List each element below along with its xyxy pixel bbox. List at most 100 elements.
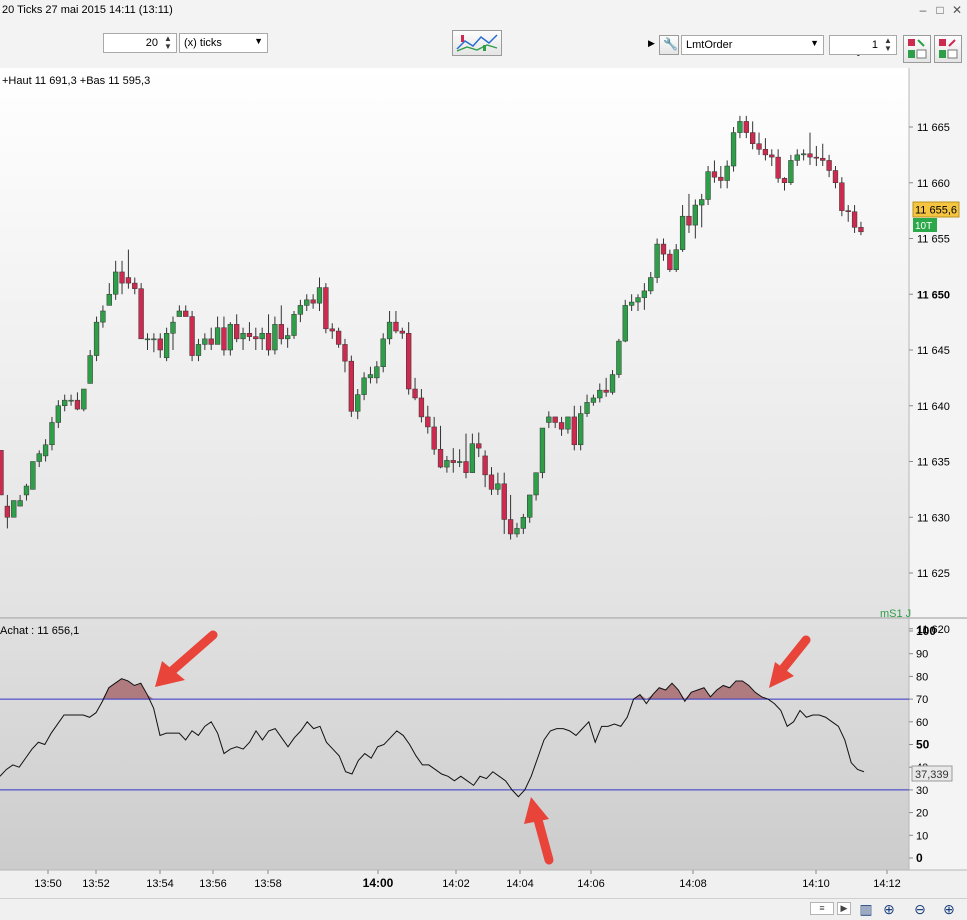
candle-body [609, 374, 616, 393]
candle-body [488, 474, 495, 490]
sell-order-icon [939, 39, 958, 59]
time-tick-label: 14:04 [506, 878, 534, 890]
candle-body [431, 426, 437, 450]
stepper-arrows-icon[interactable]: ▲ ▼ [884, 36, 892, 53]
candle-body [157, 338, 163, 351]
chevron-down-icon: ▼ [810, 38, 819, 48]
candle-body [737, 121, 743, 133]
minimize-icon[interactable]: – [919, 3, 927, 17]
candle-body [546, 416, 552, 423]
chart-canvas[interactable]: 11 665 11 660 11 655 11 650 11 645 11 640 11 6… [0, 68, 967, 890]
candle-body [533, 472, 539, 496]
period-value: 20 [145, 37, 158, 49]
candle-body [412, 388, 418, 399]
price-tick-label: 11 625 [917, 568, 950, 580]
wrench-button[interactable]: 🔧 [659, 35, 679, 55]
indicator-line [0, 678, 865, 798]
price-tick-label: 11 665 [917, 122, 950, 134]
price-tick-label: 11 660 [917, 178, 950, 190]
qty-stepper[interactable]: 1 ▲ ▼ [829, 35, 897, 55]
candle-body [750, 132, 756, 144]
indicator-tick-label: 80 [916, 671, 928, 683]
buy-button[interactable] [903, 35, 931, 63]
period-stepper[interactable]: 20 ▲ ▼ [103, 33, 177, 53]
candle-body [418, 397, 425, 418]
candle-body [100, 310, 106, 323]
qty-value: 1 [871, 39, 878, 51]
expand-arrow-icon[interactable]: ▶ [648, 38, 655, 48]
arrow-head-right [769, 662, 794, 688]
candle-body [30, 461, 36, 490]
candle-body [189, 316, 195, 356]
bottom-bar: ≡ ▶ ▥ ⊕ ⊖ ⊕ [0, 898, 967, 920]
time-tick-label: 14:08 [679, 878, 707, 890]
time-tick-label: 14:02 [442, 878, 470, 890]
candle-body [74, 399, 81, 410]
candle-body [552, 416, 558, 423]
candle-body [501, 483, 507, 520]
candle-body [769, 154, 775, 158]
current-tick-label: 10T [915, 221, 932, 232]
sell-button[interactable] [934, 35, 962, 63]
indicator-tick-label: 0 [916, 851, 923, 865]
zoom-in-icon[interactable]: ⊕ [943, 901, 955, 917]
candle-body [291, 314, 297, 336]
price-tick-label: 11 650 [917, 289, 950, 301]
candle-body [272, 324, 278, 351]
candle-body [578, 413, 584, 446]
zoom-out-icon[interactable]: ⊖ [914, 901, 926, 917]
candle-body [297, 305, 304, 315]
candle-body [437, 448, 444, 468]
candle-body [654, 243, 660, 278]
candle-body [214, 327, 221, 345]
chart-tools-button[interactable] [452, 30, 502, 56]
candle-body [584, 402, 590, 414]
indicator-value-label: 37,339 [915, 769, 949, 781]
price-panel-background [0, 68, 909, 618]
maximize-icon[interactable]: □ [936, 3, 944, 17]
indicator-tick-label: 50 [916, 738, 930, 752]
indicator-series [0, 678, 909, 798]
candle-body [335, 330, 342, 345]
candle-body [527, 494, 533, 518]
candle-body [705, 171, 711, 200]
scroll-handle[interactable]: ≡ [810, 902, 834, 915]
price-axis-background [909, 68, 967, 618]
toolbar: 20 ▲▼ (x) ticks ▼ Qté ▶ 🔧 LmtOrder ▼ 1 ▲… [0, 22, 967, 69]
time-tick-label: 13:56 [199, 878, 227, 890]
order-type-select[interactable]: LmtOrder ▼ [681, 35, 824, 55]
candle-body [800, 153, 807, 156]
candle-body [17, 500, 23, 507]
time-tick-label: 13:50 [34, 878, 62, 890]
annotation-arrows [155, 630, 811, 865]
candle-body [125, 277, 132, 284]
candle-body [55, 405, 61, 423]
current-price-label: 11 655,6 [915, 205, 957, 217]
chart-area[interactable]: 11 665 11 660 11 655 11 650 11 645 11 640 11 6… [0, 68, 967, 890]
time-tick-label: 14:12 [873, 878, 901, 890]
candle-body [571, 416, 577, 446]
candle-body [507, 519, 514, 535]
zoom-fit-icon[interactable]: ⊕ [883, 901, 895, 917]
candle-body [832, 170, 839, 184]
candle-body [724, 165, 730, 181]
candle-body [208, 338, 214, 345]
candle-body [788, 160, 794, 183]
candle-body [699, 199, 705, 206]
candle-body [495, 483, 501, 490]
candle-body [520, 517, 526, 529]
indicator-tick-label: 60 [916, 717, 928, 729]
close-icon[interactable]: ✕ [951, 3, 963, 17]
candle-body [367, 374, 374, 379]
candle-body [641, 290, 648, 298]
stepper-arrows-icon[interactable]: ▲ ▼ [164, 34, 172, 51]
time-tick-label: 14:00 [363, 876, 394, 890]
candle-body [304, 299, 310, 306]
scroll-right-icon[interactable]: ▶ [837, 902, 851, 915]
period-unit-select[interactable]: (x) ticks ▼ [179, 33, 268, 53]
candle-body [781, 178, 788, 184]
candle-body [329, 328, 335, 332]
bar-chart-icon[interactable]: ▥ [859, 901, 873, 917]
candle-body [234, 324, 240, 340]
candle-body [743, 121, 749, 133]
